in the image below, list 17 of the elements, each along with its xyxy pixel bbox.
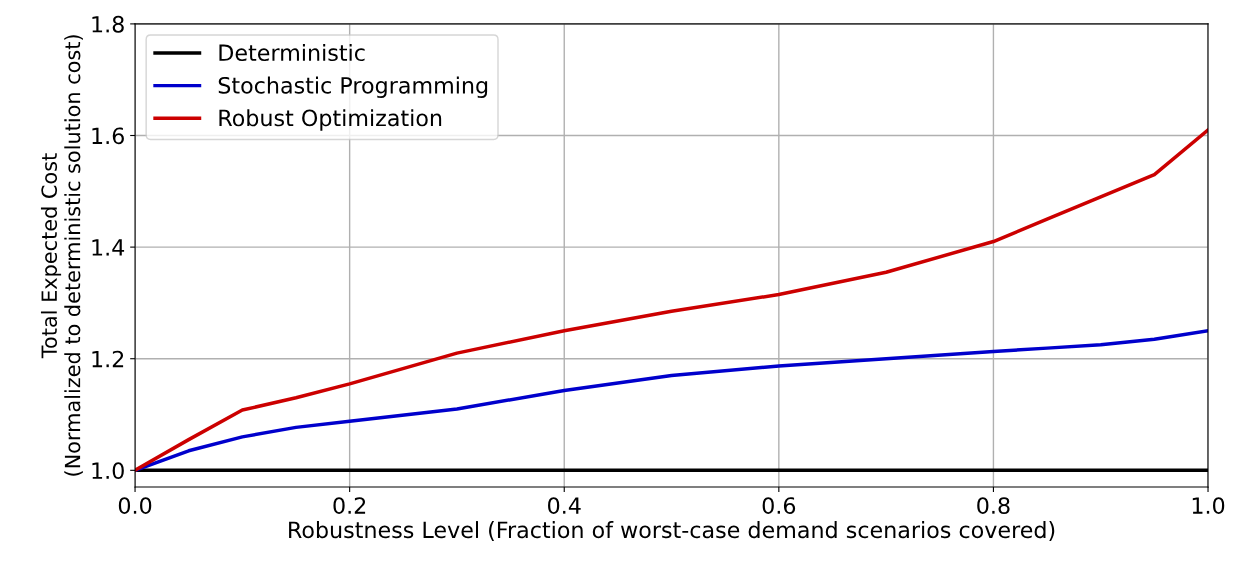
y-axis-title: Total Expected Cost (Normalized to deterministic solution cost) <box>40 35 83 476</box>
y-tick-label: 1.0 <box>92 462 124 480</box>
legend-label: Robust Optimization <box>219 109 442 131</box>
x-tick-label: 0.2 <box>333 497 366 514</box>
x-axis-title: Robustness Level (Fraction of worst-case demand scenarios covered) <box>289 521 1055 541</box>
x-tick-label: 0.6 <box>762 497 796 514</box>
legend-label: Deterministic <box>219 43 365 62</box>
legend-label: Stochastic Programming <box>218 76 488 99</box>
y-tick-label: 1.2 <box>92 350 124 368</box>
x-tick-label: 1.0 <box>1192 497 1225 514</box>
x-tick-label: 0.8 <box>977 497 1010 514</box>
x-tick-label: 0.4 <box>548 497 581 514</box>
line-series <box>135 329 1209 473</box>
y-tick-label: 1.8 <box>92 15 124 33</box>
y-tick-label: 1.4 <box>92 239 125 256</box>
x-tick-label: 0.0 <box>118 497 152 514</box>
y-tick-label: 1.6 <box>92 127 124 145</box>
